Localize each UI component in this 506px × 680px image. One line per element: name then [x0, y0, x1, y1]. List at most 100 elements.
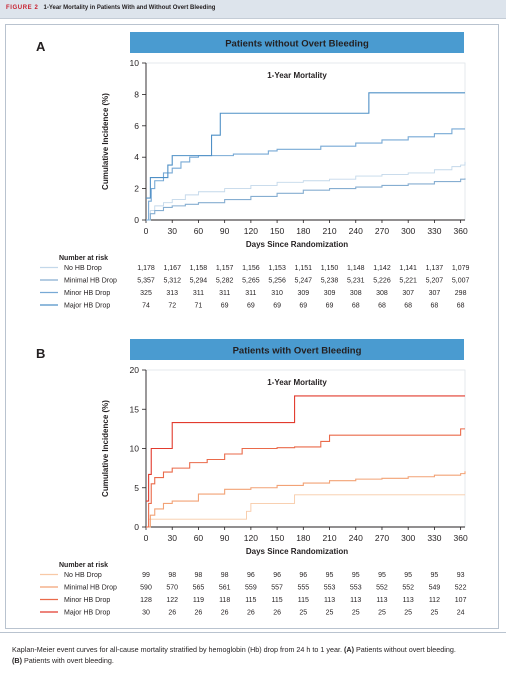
panel-header-text: Patients without Overt Bleeding	[225, 39, 369, 50]
caption-text: Kaplan-Meier event curves for all-cause …	[12, 645, 342, 654]
y-tick-label: 8	[134, 89, 139, 99]
risk-value: 68	[431, 303, 439, 310]
plot-area	[145, 62, 466, 221]
y-tick-label: 10	[130, 444, 140, 454]
risk-value: 5,207	[426, 278, 444, 285]
risk-value: 69	[326, 303, 334, 310]
caption-b-letter: (B)	[12, 656, 22, 665]
y-tick-label: 4	[134, 152, 139, 162]
risk-value: 115	[298, 597, 309, 604]
risk-value: 74	[142, 303, 150, 310]
risk-value: 1,158	[190, 265, 208, 272]
panel-b-chart: B Patients with Overt Bleeding 1-Year Mort…	[36, 339, 468, 617]
risk-value: 1,137	[426, 265, 444, 272]
series-line-3	[146, 128, 465, 221]
x-tick-label: 0	[144, 533, 149, 543]
x-tick-label: 30	[167, 226, 177, 236]
risk-value: 325	[140, 290, 152, 297]
y-axis-label: Cumulative Incidence (%)	[101, 400, 110, 497]
risk-value: 313	[166, 290, 178, 297]
risk-value: 522	[455, 585, 467, 592]
x-tick-label: 120	[244, 533, 258, 543]
series-line-2	[146, 471, 466, 528]
risk-value: 95	[404, 572, 412, 579]
risk-row-label: No HB Drop	[64, 265, 102, 272]
risk-value: 112	[429, 597, 440, 604]
x-tick-label: 300	[401, 226, 415, 236]
risk-value: 113	[403, 597, 414, 604]
x-axis-label: Days Since Randomization	[246, 547, 348, 556]
risk-value: 69	[221, 303, 229, 310]
x-tick-label: 240	[349, 533, 363, 543]
risk-value: 307	[402, 290, 414, 297]
series-line-3	[146, 428, 465, 528]
risk-value: 311	[219, 290, 230, 297]
risk-value: 98	[168, 572, 176, 579]
x-axis-label: Days Since Randomization	[246, 240, 348, 249]
x-tick-label: 270	[375, 226, 389, 236]
risk-value: 24	[457, 610, 465, 617]
x-tick-label: 90	[220, 533, 230, 543]
risk-value: 1,156	[242, 265, 260, 272]
risk-value: 1,148	[347, 265, 365, 272]
risk-value: 555	[297, 585, 309, 592]
risk-value: 72	[168, 303, 176, 310]
risk-row-label: Minor HB Drop	[64, 597, 110, 604]
risk-value: 1,153	[268, 265, 286, 272]
y-tick-label: 0	[134, 215, 139, 225]
risk-value: 68	[378, 303, 386, 310]
risk-value: 95	[378, 572, 386, 579]
caption-a-letter: (A)	[343, 645, 354, 654]
x-tick-label: 90	[220, 226, 230, 236]
risk-row-label: Major HB Drop	[64, 610, 110, 617]
series-line-4	[146, 395, 465, 502]
risk-value: 1,150	[321, 265, 339, 272]
caption-box	[0, 632, 506, 680]
x-tick-label: 150	[270, 226, 284, 236]
risk-value: 553	[324, 585, 336, 592]
risk-value: 68	[404, 303, 412, 310]
risk-value: 115	[245, 597, 256, 604]
risk-value: 30	[142, 610, 150, 617]
risk-value: 26	[221, 610, 229, 617]
risk-value: 113	[376, 597, 387, 604]
panel-header-text: Patients with Overt Bleeding	[233, 346, 362, 357]
figure-frame	[5, 24, 499, 629]
risk-value: 128	[140, 597, 152, 604]
risk-value: 113	[350, 597, 361, 604]
risk-value: 25	[326, 610, 334, 617]
x-tick-label: 360	[454, 533, 468, 543]
x-tick-label: 30	[167, 533, 177, 543]
panel-header-bar	[130, 32, 464, 53]
risk-value: 561	[219, 585, 231, 592]
risk-value: 69	[273, 303, 281, 310]
risk-value: 25	[431, 610, 439, 617]
risk-value: 107	[455, 597, 467, 604]
panel-letter: B	[36, 346, 45, 361]
x-tick-label: 180	[296, 533, 310, 543]
risk-value: 310	[271, 290, 283, 297]
risk-value: 552	[402, 585, 414, 592]
risk-value: 5,265	[242, 278, 260, 285]
risk-value: 5,357	[137, 278, 155, 285]
x-tick-label: 240	[349, 226, 363, 236]
risk-row-label: Minimal HB Drop	[64, 585, 117, 592]
risk-value: 565	[193, 585, 205, 592]
risk-value: 98	[195, 572, 203, 579]
figure-title-bar: FIGURE 2 1-Year Mortality in Patients Wit…	[0, 0, 506, 19]
risk-value: 68	[352, 303, 360, 310]
chart-title: 1-Year Mortality	[267, 71, 327, 80]
risk-value: 96	[299, 572, 307, 579]
figure-tag: FIGURE 2	[6, 5, 39, 11]
risk-value: 115	[272, 597, 283, 604]
risk-value: 309	[297, 290, 309, 297]
risk-value: 99	[142, 572, 150, 579]
risk-value: 557	[271, 585, 283, 592]
risk-value: 95	[326, 572, 334, 579]
x-tick-label: 360	[454, 226, 468, 236]
risk-value: 69	[299, 303, 307, 310]
risk-value: 95	[431, 572, 439, 579]
risk-row-label: Major HB Drop	[64, 303, 110, 310]
risk-value: 298	[455, 290, 467, 297]
risk-value: 5,294	[190, 278, 208, 285]
